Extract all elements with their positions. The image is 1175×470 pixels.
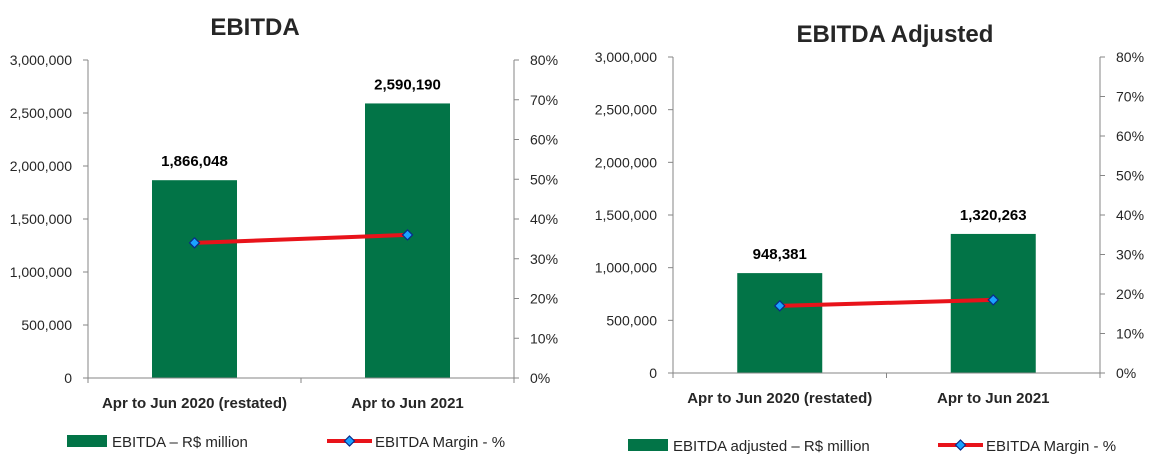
chart2-legend-line-marker: [954, 439, 967, 451]
chart2-y-tick-label-1: 500,000: [606, 312, 657, 328]
chart2-y-tick-label-6: 3,000,000: [595, 49, 657, 65]
chart1-y-tick-label-5: 2,500,000: [10, 105, 72, 121]
chart2-legend-bar-label: EBITDA adjusted – R$ million: [673, 438, 870, 455]
chart1-y-tick-label-3: 1,500,000: [10, 211, 72, 227]
chart1-legend-line-marker: [343, 435, 356, 447]
chart2-y2-tick-label-5: 50%: [1116, 168, 1144, 184]
chart2-x-tick-label-1: Apr to Jun 2020 (restated): [687, 390, 872, 407]
chart1-y2-tick-label-4: 40%: [530, 211, 558, 227]
chart2-y2-tick-label-3: 30%: [1116, 247, 1144, 263]
chart2-bar-data-label-2: 1,320,263: [960, 207, 1027, 224]
chart2-y2-tick-label-1: 10%: [1116, 326, 1144, 342]
chart1-x-tick-label-1: Apr to Jun 2020 (restated): [102, 395, 287, 412]
chart1-bar-data-label-2: 2,590,190: [374, 76, 441, 93]
chart1-legend-line-label: EBITDA Margin - %: [375, 434, 505, 451]
chart1-y2-tick-label-7: 70%: [530, 92, 558, 108]
chart2-y2-tick-label-7: 70%: [1116, 89, 1144, 105]
chart1-y2-tick-label-1: 10%: [530, 330, 558, 346]
chart1-y-tick-label-2: 1,000,000: [10, 264, 72, 280]
chart1-y-tick-label-0: 0: [64, 370, 72, 386]
chart2-bar-1: [737, 273, 823, 373]
chart2-legend-line-label: EBITDA Margin - %: [986, 438, 1116, 455]
chart2-y2-tick-label-2: 20%: [1116, 286, 1144, 302]
chart2-legend-bar-swatch: [628, 439, 668, 451]
chart1-bar-data-label-1: 1,866,048: [161, 153, 228, 170]
chart2-y2-tick-label-8: 80%: [1116, 49, 1144, 65]
chart1-y2-tick-label-5: 50%: [530, 171, 558, 187]
chart1-margin-line: [194, 232, 408, 245]
chart1-y2-tick-label-2: 20%: [530, 291, 558, 307]
chart2-y-tick-label-4: 2,000,000: [595, 154, 657, 170]
chart2-margin-marker-2: [987, 294, 1000, 306]
chart1-y-tick-label-4: 2,000,000: [10, 158, 72, 174]
chart1-margin-marker-2: [401, 229, 414, 241]
chart1-margin-marker-1: [188, 237, 201, 249]
chart1-y2-tick-label-3: 30%: [530, 251, 558, 267]
chart1-y-tick-label-6: 3,000,000: [10, 52, 72, 68]
chart1-x-tick-label-2: Apr to Jun 2021: [351, 395, 464, 412]
chart1-title: EBITDA: [210, 14, 299, 41]
chart2-margin-line: [779, 297, 994, 308]
chart1-legend-bar-swatch: [67, 435, 107, 447]
chart2-bar-data-label-1: 948,381: [753, 246, 807, 263]
chart1-bar-1: [152, 180, 237, 378]
chart2-y-tick-label-0: 0: [649, 365, 657, 381]
chart1-y2-tick-label-6: 60%: [530, 132, 558, 148]
chart1-y-tick-label-1: 500,000: [21, 317, 72, 333]
chart2-margin-marker-1: [773, 300, 786, 312]
chart1-legend-bar-label: EBITDA – R$ million: [112, 434, 248, 451]
chart2-title: EBITDA Adjusted: [797, 21, 994, 48]
chart2-y2-tick-label-4: 40%: [1116, 207, 1144, 223]
chart2-y-tick-label-3: 1,500,000: [595, 207, 657, 223]
chart2-x-tick-label-2: Apr to Jun 2021: [937, 390, 1050, 407]
chart2-y-tick-label-5: 2,500,000: [595, 102, 657, 118]
chart1-y2-tick-label-0: 0%: [530, 370, 550, 386]
chart2-y2-tick-label-6: 60%: [1116, 128, 1144, 144]
chart2-y2-tick-label-0: 0%: [1116, 365, 1136, 381]
chart1-y2-tick-label-8: 80%: [530, 52, 558, 68]
chart2-y-tick-label-2: 1,000,000: [595, 260, 657, 276]
